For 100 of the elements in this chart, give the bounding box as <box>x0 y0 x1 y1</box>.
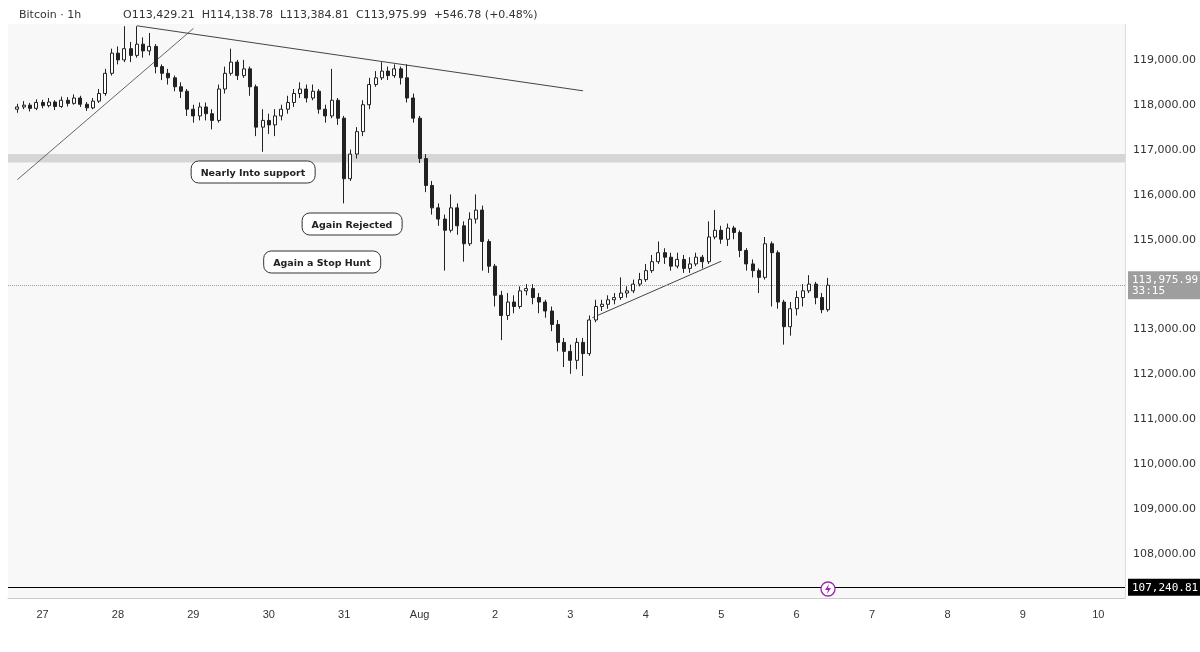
candlestick <box>348 149 352 182</box>
candlestick <box>110 48 114 77</box>
y-tick-label: 112,000.00 <box>1133 367 1196 381</box>
candlestick <box>392 63 396 79</box>
candlestick <box>424 153 428 193</box>
candlestick <box>487 238 491 274</box>
candlestick <box>499 290 503 341</box>
candlestick <box>286 95 290 115</box>
candlestick <box>97 88 101 104</box>
candlestick <box>644 263 648 283</box>
candlestick <box>826 277 830 313</box>
candlestick <box>217 84 221 124</box>
candlestick <box>304 84 308 103</box>
candlestick <box>650 254 654 274</box>
candlestick <box>462 220 466 263</box>
candlestick <box>531 283 535 305</box>
x-tick-label: 5 <box>718 607 725 620</box>
candlestick <box>204 101 208 121</box>
candlestick <box>807 274 811 294</box>
candlestick <box>763 236 767 281</box>
candlestick <box>524 283 528 296</box>
ref-line-label: 113,975.99 33:15 <box>1132 273 1199 298</box>
candlestick <box>801 283 805 308</box>
x-tick-label: 9 <box>1019 607 1026 620</box>
candlestick <box>688 256 692 274</box>
candlestick <box>179 81 183 99</box>
y-tick-label: 113,000.00 <box>1133 322 1196 336</box>
candlestick <box>675 252 679 269</box>
callout-box: Again a Stop Hunt <box>263 250 381 274</box>
candlestick <box>242 59 246 79</box>
candlestick <box>612 292 616 305</box>
x-tick-label: 28 <box>111 607 125 620</box>
candlestick <box>273 108 277 137</box>
candlestick <box>361 99 365 137</box>
candlestick <box>254 84 258 137</box>
candlestick <box>474 193 478 225</box>
candlestick <box>506 292 510 321</box>
candlestick <box>550 306 554 332</box>
ref-line-label: 107,240.81 <box>1132 580 1199 594</box>
chart-subtitle: O113,429.21 H114,138.78 L113,384.81 C113,975.99 +546.78 (+0.48%) <box>123 8 538 21</box>
candlestick <box>78 95 82 108</box>
x-tick-label: Aug <box>409 607 430 620</box>
candlestick <box>210 108 214 130</box>
candlestick <box>22 100 26 110</box>
candlestick <box>103 68 107 97</box>
x-tick-label: 3 <box>567 607 574 620</box>
candlestick <box>700 254 704 269</box>
candlestick <box>380 61 384 81</box>
x-tick-label: 29 <box>187 607 200 620</box>
candlestick <box>141 36 145 59</box>
candlestick <box>336 97 340 126</box>
y-tick-label: 111,000.00 <box>1133 412 1196 426</box>
candlestick <box>782 299 786 346</box>
candlestick <box>317 88 321 115</box>
candlestick <box>518 285 522 310</box>
candlestick <box>744 247 748 272</box>
candlestick <box>480 205 484 272</box>
candlestick <box>757 267 761 294</box>
candlestick <box>820 292 824 314</box>
candlestick <box>606 294 610 310</box>
candlestick <box>631 279 635 294</box>
candlestick <box>323 104 327 124</box>
candlestick <box>663 247 667 265</box>
y-tick-label: 118,000.00 <box>1133 98 1196 112</box>
candlestick <box>512 294 516 314</box>
candlestick <box>443 214 447 272</box>
candlestick <box>669 252 673 272</box>
candlestick <box>173 75 177 92</box>
candlestick <box>292 88 296 108</box>
candlestick <box>342 115 346 204</box>
candlestick <box>66 96 70 108</box>
candlestick <box>15 103 19 114</box>
candlestick <box>367 77 371 110</box>
candlestick <box>707 220 711 265</box>
x-tick-label: 30 <box>262 607 275 620</box>
candlestick <box>185 88 189 117</box>
candlestick <box>399 66 403 86</box>
candlestick <box>543 299 547 319</box>
candlestick <box>229 48 233 77</box>
candlestick <box>330 68 334 119</box>
candlestick <box>568 344 572 375</box>
candlestick <box>562 337 566 368</box>
candlestick <box>493 263 497 308</box>
y-tick-label: 115,000.00 <box>1133 232 1196 246</box>
candlestick <box>279 104 283 121</box>
chart-title: Bitcoin · 1h <box>19 8 82 21</box>
candlestick <box>405 63 409 103</box>
candlestick <box>732 225 736 240</box>
candlestick <box>738 229 742 258</box>
candlestick <box>191 104 195 124</box>
x-tick-label: 6 <box>793 607 800 620</box>
candlestick <box>726 223 730 247</box>
candlestick <box>713 209 717 240</box>
y-tick-label: 108,000.00 <box>1133 546 1196 560</box>
candlestick <box>638 272 642 287</box>
candlestick <box>455 202 459 236</box>
candlestick <box>223 66 227 95</box>
candlestick <box>91 97 95 110</box>
candlestick <box>682 254 686 274</box>
candlestick <box>625 285 629 299</box>
